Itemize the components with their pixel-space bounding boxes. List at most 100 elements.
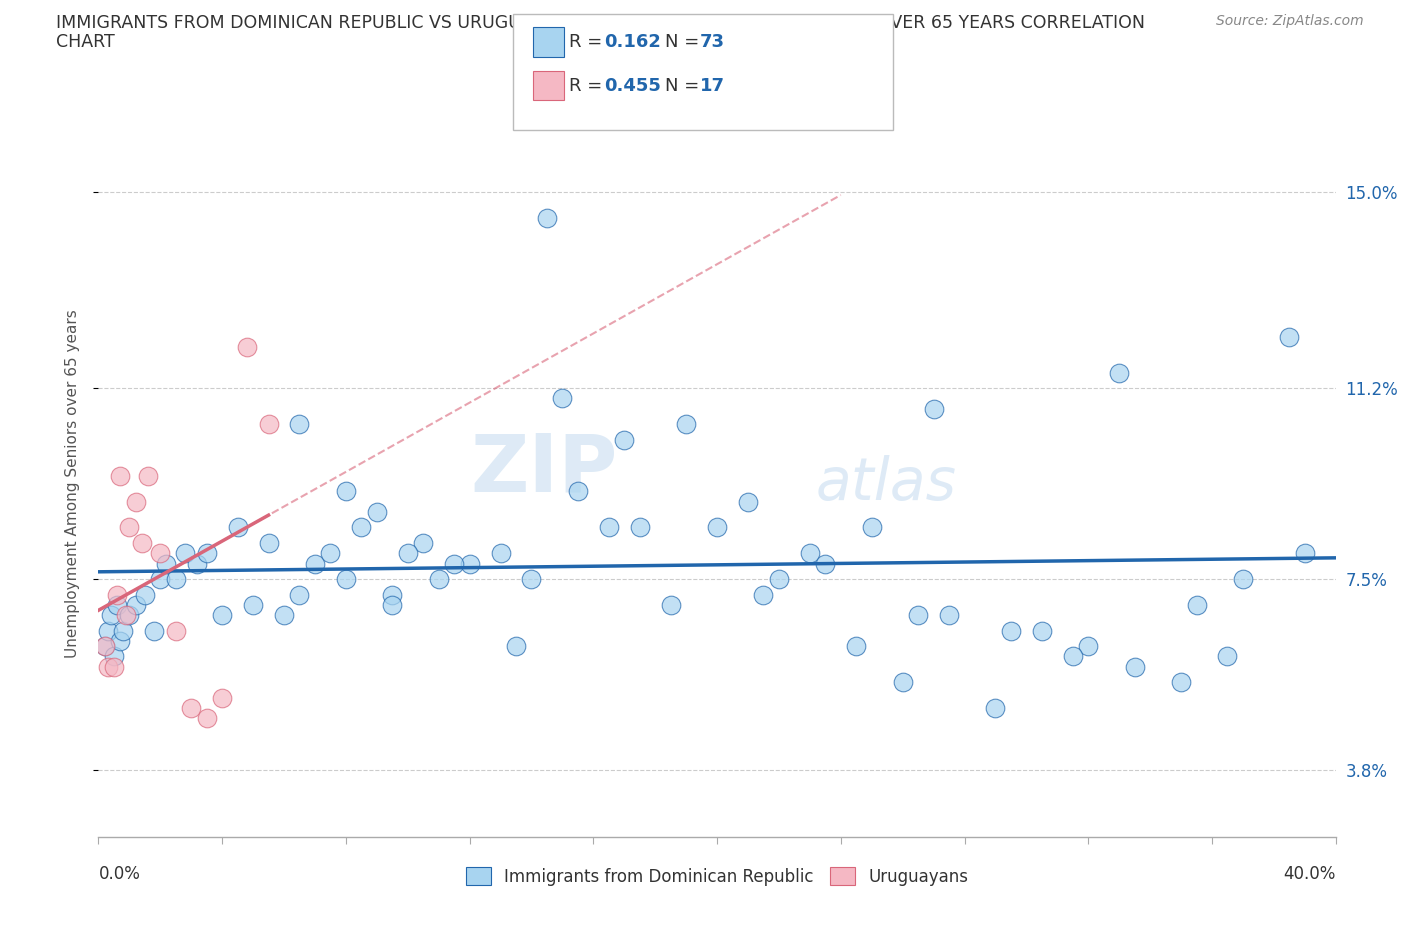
Text: 73: 73 xyxy=(700,33,725,51)
Point xyxy=(335,572,357,587)
Text: 0.455: 0.455 xyxy=(605,76,661,95)
Point xyxy=(103,649,125,664)
Text: R =: R = xyxy=(569,76,609,95)
Point xyxy=(1185,597,1208,612)
Point xyxy=(1278,329,1301,344)
Point xyxy=(131,536,153,551)
Point xyxy=(1062,649,1084,664)
Point xyxy=(706,520,728,535)
Point xyxy=(105,597,128,612)
Text: 40.0%: 40.0% xyxy=(1284,866,1336,884)
Point xyxy=(799,546,821,561)
Point xyxy=(242,597,264,612)
Point xyxy=(115,607,138,622)
Point xyxy=(505,639,527,654)
Point xyxy=(860,520,883,535)
Point xyxy=(412,536,434,551)
Point xyxy=(536,210,558,225)
Point xyxy=(659,597,682,612)
Text: ZIP: ZIP xyxy=(471,431,619,509)
Point xyxy=(149,546,172,561)
Text: R =: R = xyxy=(569,33,609,51)
Text: CHART: CHART xyxy=(56,33,115,50)
Point xyxy=(814,556,837,571)
Point xyxy=(1294,546,1316,561)
Text: N =: N = xyxy=(665,76,704,95)
Point xyxy=(149,572,172,587)
Point xyxy=(520,572,543,587)
Point xyxy=(195,546,218,561)
Point xyxy=(257,417,280,432)
Point xyxy=(381,587,404,602)
Point xyxy=(737,494,759,509)
Point xyxy=(845,639,868,654)
Text: 0.162: 0.162 xyxy=(605,33,661,51)
Point xyxy=(118,520,141,535)
Point xyxy=(427,572,450,587)
Point xyxy=(675,417,697,432)
Point xyxy=(288,587,311,602)
Point xyxy=(108,633,131,648)
Point xyxy=(443,556,465,571)
Point xyxy=(195,711,218,725)
Point xyxy=(93,639,115,654)
Point xyxy=(1216,649,1239,664)
Point xyxy=(551,391,574,405)
Point xyxy=(489,546,512,561)
Point xyxy=(1000,623,1022,638)
Point xyxy=(174,546,197,561)
Point xyxy=(1123,659,1146,674)
Text: Source: ZipAtlas.com: Source: ZipAtlas.com xyxy=(1216,14,1364,28)
Point xyxy=(143,623,166,638)
Point xyxy=(396,546,419,561)
Point xyxy=(891,675,914,690)
Point xyxy=(93,639,115,654)
Point xyxy=(984,700,1007,715)
Point xyxy=(1108,365,1130,380)
Point xyxy=(112,623,135,638)
Legend: Immigrants from Dominican Republic, Uruguayans: Immigrants from Dominican Republic, Urug… xyxy=(458,861,976,892)
Point xyxy=(1031,623,1053,638)
Point xyxy=(134,587,156,602)
Point xyxy=(100,607,122,622)
Point xyxy=(108,469,131,484)
Point xyxy=(1170,675,1192,690)
Text: 17: 17 xyxy=(700,76,725,95)
Point xyxy=(118,607,141,622)
Point xyxy=(226,520,249,535)
Point xyxy=(97,659,120,674)
Text: atlas: atlas xyxy=(815,455,957,512)
Point xyxy=(598,520,620,535)
Point xyxy=(124,494,146,509)
Point xyxy=(458,556,481,571)
Point xyxy=(288,417,311,432)
Point xyxy=(319,546,342,561)
Point xyxy=(180,700,202,715)
Point xyxy=(273,607,295,622)
Text: N =: N = xyxy=(665,33,704,51)
Point xyxy=(211,607,233,622)
Point xyxy=(1077,639,1099,654)
Point xyxy=(236,339,259,354)
Point xyxy=(257,536,280,551)
Point xyxy=(165,623,187,638)
Text: 0.0%: 0.0% xyxy=(98,866,141,884)
Point xyxy=(335,484,357,498)
Point xyxy=(165,572,187,587)
Point xyxy=(366,505,388,520)
Text: IMMIGRANTS FROM DOMINICAN REPUBLIC VS URUGUAYAN UNEMPLOYMENT AMONG SENIORS OVER : IMMIGRANTS FROM DOMINICAN REPUBLIC VS UR… xyxy=(56,14,1146,32)
Point xyxy=(105,587,128,602)
Point xyxy=(907,607,929,622)
Point xyxy=(124,597,146,612)
Point xyxy=(211,690,233,705)
Point xyxy=(97,623,120,638)
Point xyxy=(922,402,945,417)
Point xyxy=(628,520,651,535)
Point xyxy=(155,556,177,571)
Point xyxy=(304,556,326,571)
Point xyxy=(938,607,960,622)
Point xyxy=(752,587,775,602)
Point xyxy=(381,597,404,612)
Point xyxy=(1232,572,1254,587)
Point xyxy=(136,469,159,484)
